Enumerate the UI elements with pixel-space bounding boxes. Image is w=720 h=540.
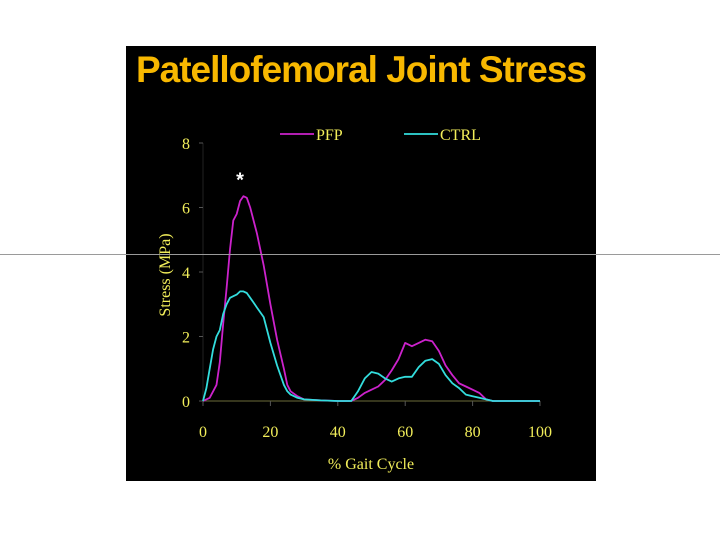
y-tick-label: 8 (182, 136, 190, 153)
x-tick-label: 60 (397, 424, 413, 441)
series-line-pfp (202, 195, 540, 402)
y-axis-label: Stress (MPa) (157, 233, 174, 316)
legend-label-pfp: PFP (316, 127, 343, 144)
x-axis-label: % Gait Cycle (328, 456, 414, 473)
x-tick-label: 100 (528, 424, 552, 441)
horizontal-divider (0, 254, 720, 255)
y-tick-label: 6 (182, 201, 190, 218)
x-tick-label: 0 (199, 424, 207, 441)
chart-panel (126, 46, 596, 481)
y-tick-label: 4 (182, 265, 190, 282)
legend-label-ctrl: CTRL (440, 127, 481, 144)
significance-asterisk: * (236, 169, 244, 191)
chart-title: Patellofemoral Joint Stress (135, 49, 587, 90)
y-tick-label: 2 (182, 330, 190, 347)
x-tick-label: 20 (262, 424, 278, 441)
series-line-ctrl (202, 290, 540, 402)
x-tick-label: 40 (330, 424, 346, 441)
y-tick-label: 0 (182, 394, 190, 411)
x-tick-label: 80 (465, 424, 481, 441)
